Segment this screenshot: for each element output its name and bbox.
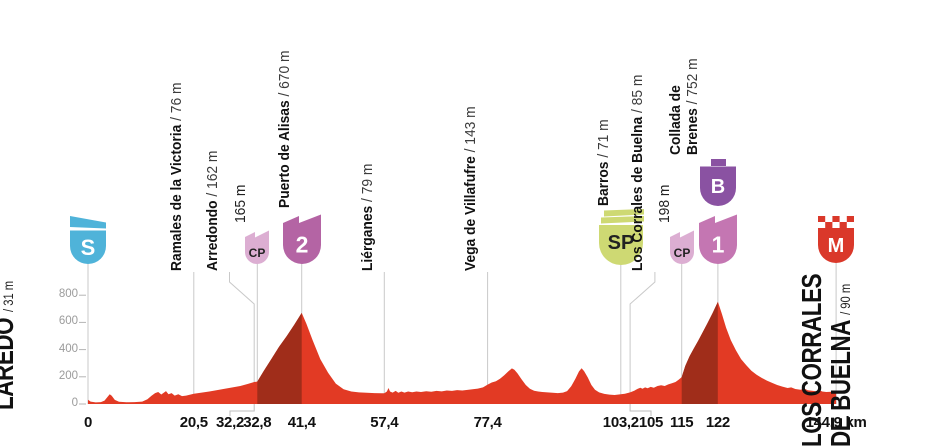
y-axis-tick: 200 — [58, 369, 78, 382]
svg-text:CP: CP — [249, 246, 266, 260]
x-axis-tick: 105 — [638, 414, 664, 431]
x-axis-tick: 0 — [83, 414, 93, 431]
climb-highlight — [681, 301, 718, 404]
x-axis-tick: 57,4 — [370, 414, 399, 431]
waypoint-label: Collada de Brenes / 752 m — [666, 58, 701, 155]
x-axis-tick: 41,4 — [287, 414, 316, 431]
svg-text:2: 2 — [295, 232, 308, 258]
waypoint-label: Liérganes / 79 m — [358, 163, 376, 271]
svg-text:CP: CP — [673, 246, 690, 260]
start-flag — [70, 216, 106, 229]
start-altitude: / 31 m — [0, 280, 16, 312]
checker-square — [832, 222, 840, 228]
y-axis-tick: 0 — [71, 397, 78, 409]
climb-highlight — [257, 312, 302, 404]
waypoint-connector-line — [629, 272, 656, 404]
sprint-badge: SP — [598, 209, 644, 265]
x-axis-tick: 122 — [705, 414, 730, 431]
svg-text:S: S — [81, 235, 96, 260]
x-axis-tick: 77,4 — [473, 414, 502, 431]
finish-badge: M — [818, 216, 855, 263]
y-axis-tick: 400 — [58, 342, 78, 355]
checker-square — [846, 222, 855, 228]
x-axis-tick: 20,5 — [179, 414, 208, 431]
checker-square — [825, 216, 833, 222]
waypoint-label: 198 m — [656, 184, 674, 223]
svg-text:M: M — [828, 235, 845, 257]
start-location-label: LAREDO / 31 m — [0, 281, 20, 410]
checkpoint-badge: CP — [669, 230, 694, 264]
checkpoint-badge: CP — [245, 230, 270, 264]
waypoint-label: Vega de Villafufre / 143 m — [462, 106, 480, 271]
waypoint-label: Arredondo / 162 m — [204, 150, 221, 271]
checker-square — [839, 216, 847, 222]
svg-text:1: 1 — [711, 232, 724, 258]
waypoint-label: Puerto de Alisas / 670 m — [276, 50, 294, 208]
bonus-badge: B — [699, 159, 736, 206]
x-tick-bracket — [229, 404, 255, 416]
checker-square — [818, 222, 826, 228]
x-axis-tick: 144,9 km — [805, 414, 867, 431]
category-2-badge: 2 — [282, 214, 321, 264]
waypoint-label: Ramales de la Victoria / 76 m — [168, 82, 186, 271]
x-axis-tick: 103,2 — [602, 414, 639, 431]
start-name: LAREDO — [0, 317, 19, 410]
y-axis-tick: 600 — [58, 315, 78, 328]
x-tick-bracket — [629, 404, 652, 416]
finish-altitude: / 90 m — [837, 283, 853, 315]
waypoint-connector-line — [229, 272, 255, 404]
category-1-badge: 1 — [698, 214, 737, 264]
waypoint-label: 165 m — [231, 184, 249, 223]
waypoint-label: Los Corrales de Buelna / 85 m — [629, 74, 647, 271]
x-axis-tick: 115 — [670, 414, 694, 431]
x-axis-tick: 32,2 — [216, 414, 244, 431]
svg-text:B: B — [711, 176, 725, 198]
svg-text:SP: SP — [607, 232, 634, 254]
x-axis-tick: 32,8 — [243, 414, 272, 431]
y-axis-tick: 800 — [58, 288, 78, 301]
waypoint-label: Barros / 71 m — [595, 119, 613, 206]
start-badge: S — [70, 216, 106, 264]
